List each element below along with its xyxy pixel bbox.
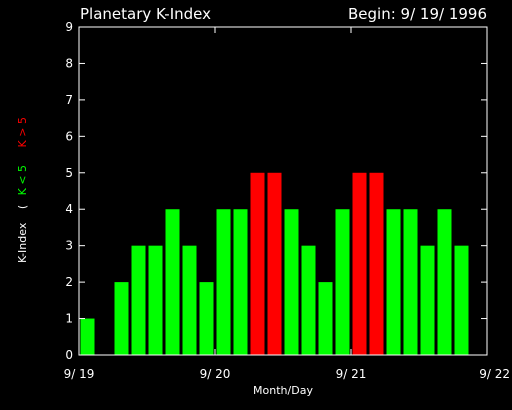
bar xyxy=(182,245,197,355)
bar xyxy=(352,172,367,355)
bar xyxy=(437,209,452,355)
y-tick-label: 9 xyxy=(65,20,73,34)
bar xyxy=(131,245,146,355)
y-axis-label: K-Index ( K < 5 K > 5 xyxy=(16,117,29,263)
bar xyxy=(148,245,163,355)
y-axis-ticks: 0 1 2 3 4 5 6 7 8 9 xyxy=(65,20,487,362)
bar xyxy=(216,209,231,355)
bar xyxy=(318,282,333,355)
bar xyxy=(386,209,401,355)
bar xyxy=(403,209,418,355)
x-tick-label: 9/ 20 xyxy=(200,367,231,381)
x-tick-label: 9/ 21 xyxy=(336,367,367,381)
bar xyxy=(420,245,435,355)
x-tick-label: 9/ 22 xyxy=(479,367,510,381)
legend-below-label: K < 5 xyxy=(16,165,29,195)
legend-open-paren: ( xyxy=(16,205,29,209)
bar xyxy=(369,172,384,355)
plot-frame xyxy=(78,26,488,356)
y-tick-label: 1 xyxy=(65,312,73,326)
bars-group xyxy=(80,172,469,355)
bar xyxy=(284,209,299,355)
y-tick-label: 7 xyxy=(65,93,73,107)
x-tick-label: 9/ 19 xyxy=(64,367,95,381)
y-tick-label: 8 xyxy=(65,56,73,70)
bar xyxy=(233,209,248,355)
y-tick-label: 4 xyxy=(65,202,73,216)
bar xyxy=(454,245,469,355)
bar xyxy=(80,318,95,355)
x-axis-label: Month/Day xyxy=(253,384,313,397)
bar xyxy=(250,172,265,355)
y-axis-label-text: K-Index xyxy=(16,222,29,263)
bar xyxy=(114,282,129,355)
y-tick-label: 6 xyxy=(65,129,73,143)
bar xyxy=(267,172,282,355)
bar xyxy=(165,209,180,355)
bar xyxy=(199,282,214,355)
y-tick-label: 5 xyxy=(65,166,73,180)
legend-above-label: K > 5 xyxy=(16,117,29,147)
y-tick-label: 2 xyxy=(65,275,73,289)
y-tick-label: 3 xyxy=(65,239,73,253)
bar xyxy=(335,209,350,355)
y-tick-label: 0 xyxy=(65,348,73,362)
begin-date-label: Begin: 9/ 19/ 1996 xyxy=(348,5,487,23)
chart-title: Planetary K-Index xyxy=(80,5,211,23)
bar xyxy=(301,245,316,355)
